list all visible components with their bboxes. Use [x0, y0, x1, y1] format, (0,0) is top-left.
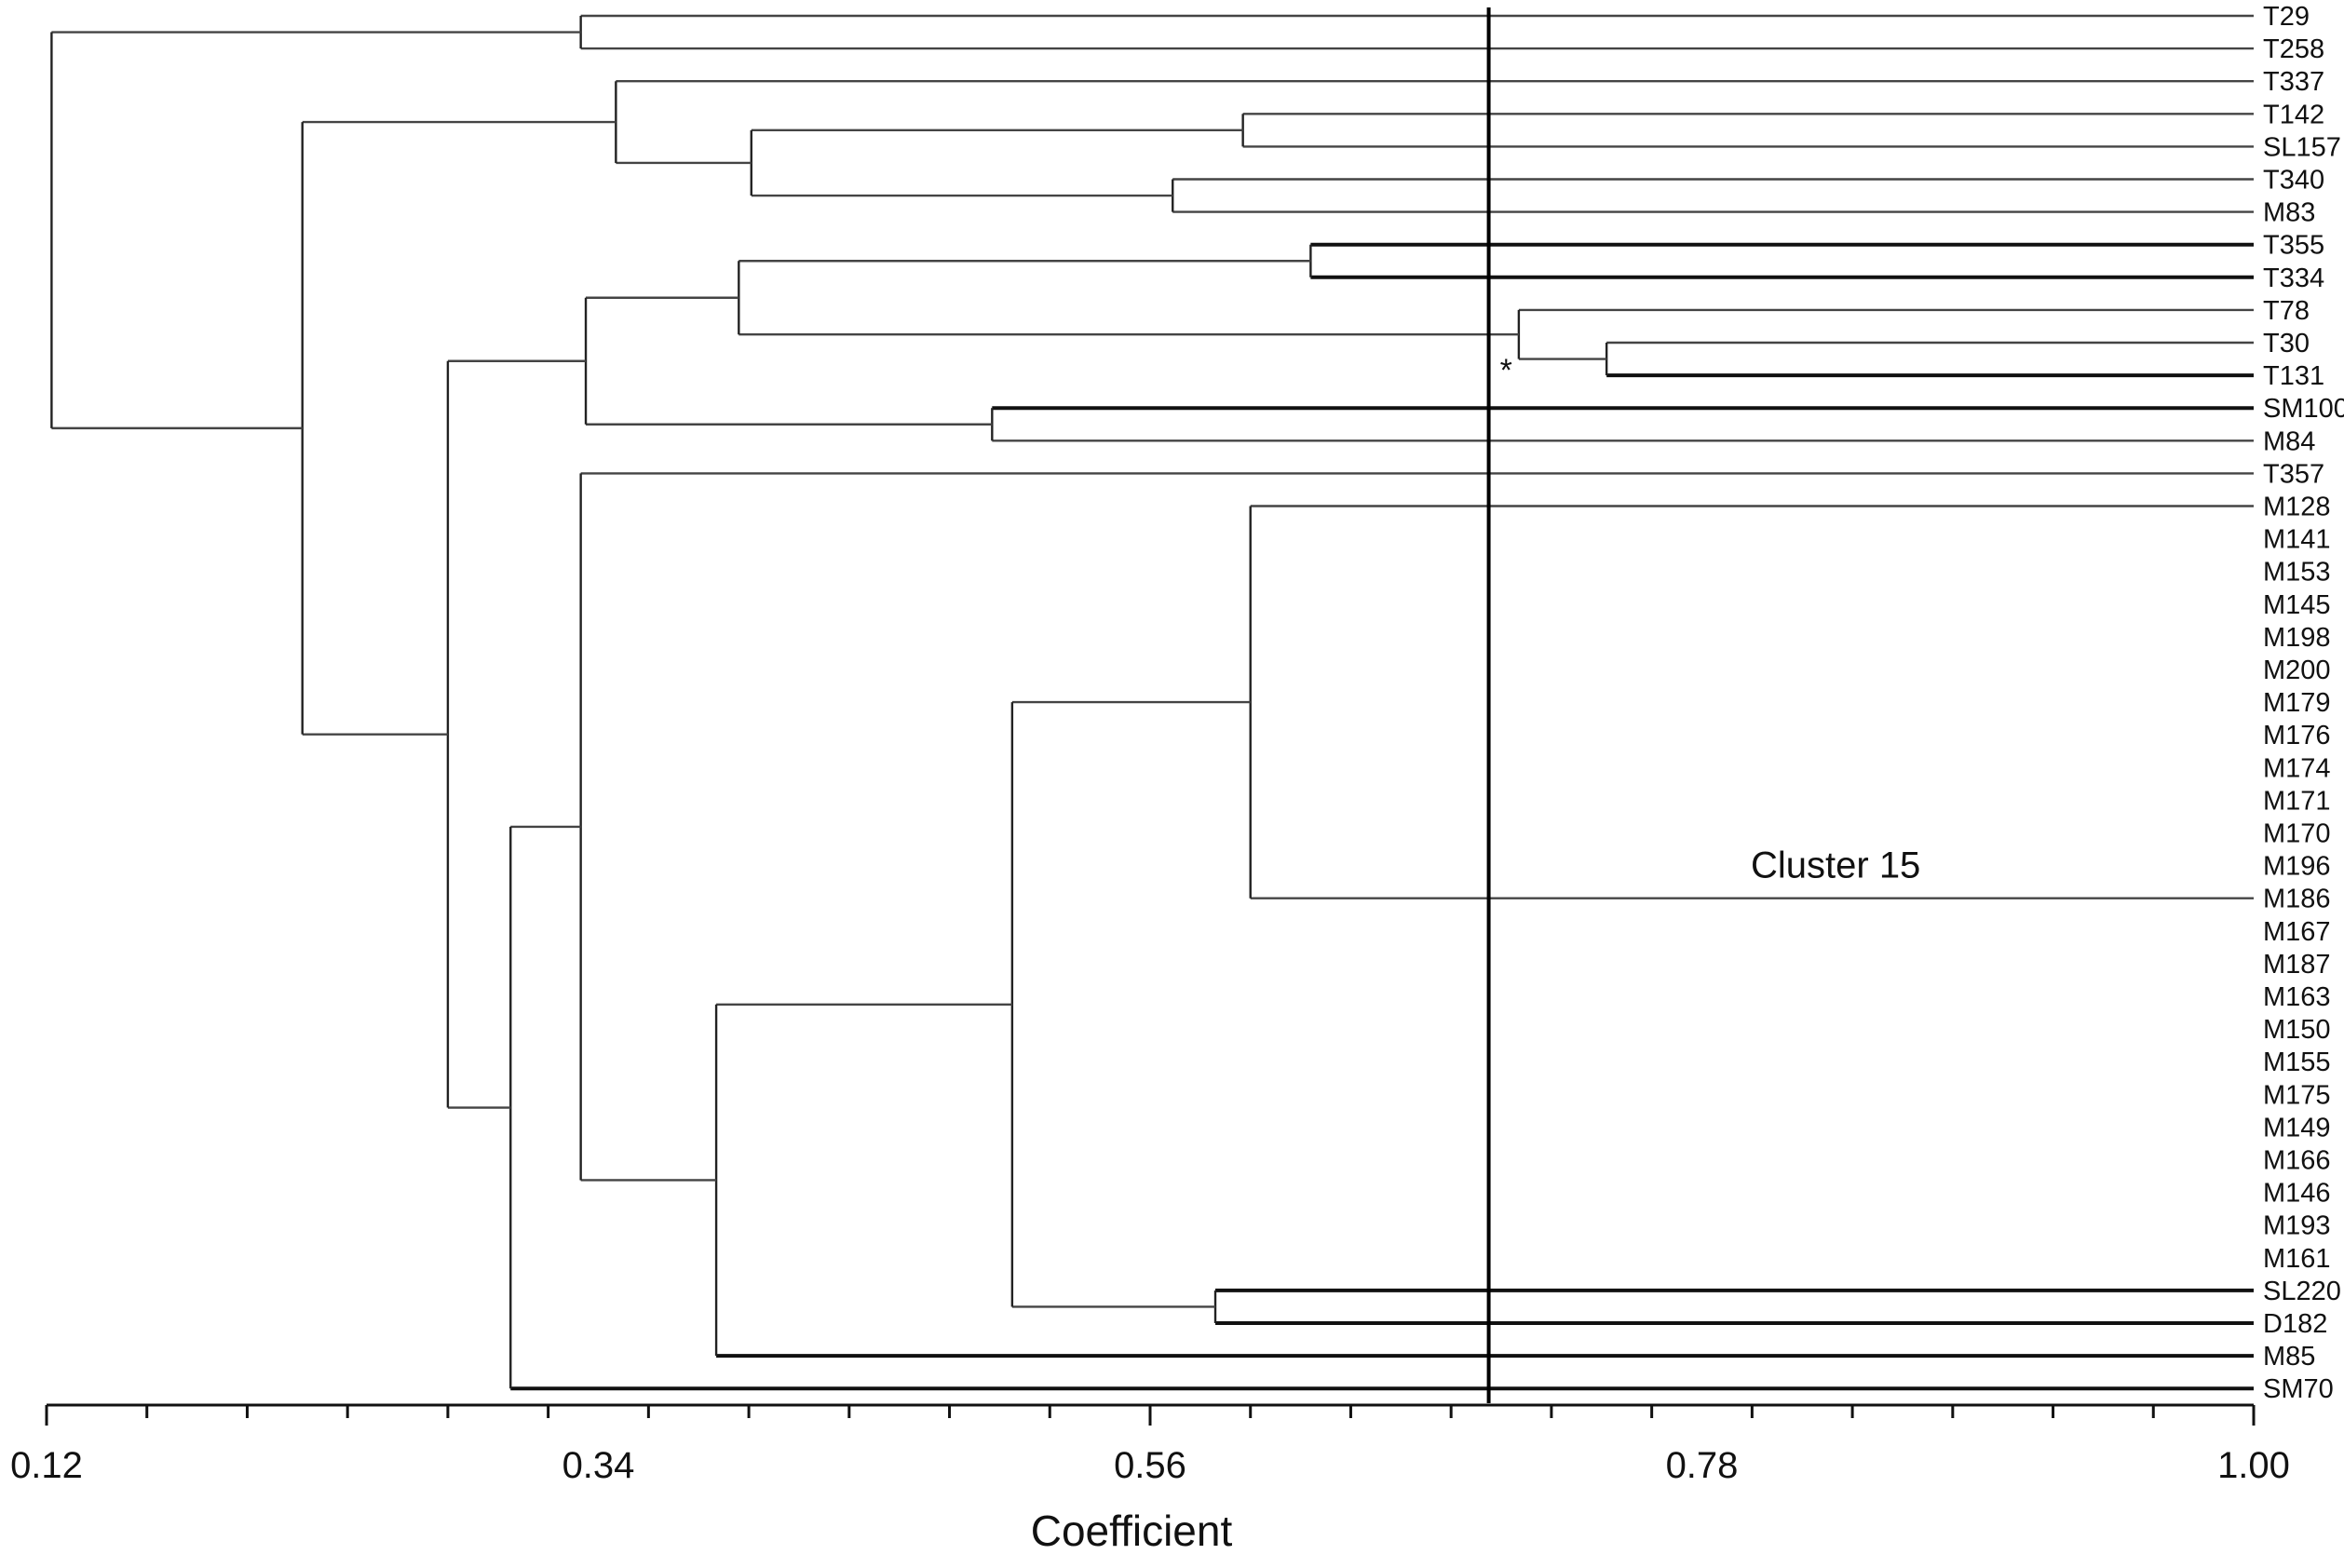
leaf-label-t131: T131: [2263, 361, 2324, 391]
leaf-label-t29: T29: [2263, 2, 2310, 32]
leaf-label-t355: T355: [2263, 231, 2324, 261]
leaf-label-m149: M149: [2263, 1113, 2331, 1142]
leaf-label-sm100: SM100: [2263, 394, 2344, 424]
leaf-label-t337: T337: [2263, 67, 2324, 97]
dendrogram-branches: [50, 14, 2254, 1391]
leaf-label-m193: M193: [2263, 1211, 2331, 1241]
leaf-label-t258: T258: [2263, 34, 2324, 64]
leaf-label-t334: T334: [2263, 264, 2324, 293]
leaf-label-m186: M186: [2263, 885, 2331, 914]
leaf-label-m145: M145: [2263, 590, 2331, 620]
tick-label: 0.12: [10, 1445, 83, 1486]
leaf-label-m85: M85: [2263, 1342, 2315, 1372]
leaf-label-m155: M155: [2263, 1048, 2331, 1077]
tick-label: 0.56: [1114, 1445, 1186, 1486]
leaf-label-m174: M174: [2263, 753, 2331, 783]
leaf-label-m150: M150: [2263, 1015, 2331, 1045]
leaf-label-m196: M196: [2263, 852, 2331, 882]
annotation-asterisk: *: [1500, 353, 1512, 388]
leaf-label-t142: T142: [2263, 100, 2324, 129]
leaf-label-m84: M84: [2263, 426, 2315, 456]
leaf-label-m128: M128: [2263, 493, 2331, 522]
x-axis: 0.12 0.34 0.56 0.78 1.00: [10, 1403, 2290, 1486]
leaf-label-m198: M198: [2263, 623, 2331, 653]
leaf-label-t30: T30: [2263, 329, 2310, 358]
leaf-label-m175: M175: [2263, 1080, 2331, 1110]
leaf-label-d182: D182: [2263, 1309, 2327, 1339]
leaf-label-m146: M146: [2263, 1179, 2331, 1209]
leaf-label-m163: M163: [2263, 982, 2331, 1012]
leaf-label-sl157: SL157: [2263, 132, 2341, 162]
leaf-label-m200: M200: [2263, 656, 2331, 685]
leaf-label-m187: M187: [2263, 950, 2331, 980]
leaf-label-m161: M161: [2263, 1244, 2331, 1274]
leaf-label-m171: M171: [2263, 786, 2331, 816]
tick-label: 0.34: [562, 1445, 635, 1486]
leaf-label-sm70: SM70: [2263, 1374, 2334, 1404]
tick-label: 0.78: [1666, 1445, 1739, 1486]
cluster-label: Cluster 15: [1751, 845, 1920, 886]
leaf-label-t340: T340: [2263, 166, 2324, 196]
tick-label: 1.00: [2217, 1445, 2290, 1486]
leaf-label-m170: M170: [2263, 819, 2331, 849]
leaf-label-sl220: SL220: [2263, 1277, 2341, 1306]
x-axis-title: Coefficient: [1031, 1507, 1233, 1555]
leaf-label-m166: M166: [2263, 1146, 2331, 1176]
leaf-label-t357: T357: [2263, 459, 2324, 489]
leaf-label-m141: M141: [2263, 525, 2331, 555]
leaf-label-m179: M179: [2263, 688, 2331, 718]
leaf-label-m167: M167: [2263, 917, 2331, 947]
leaf-label-m83: M83: [2263, 198, 2315, 228]
leaf-label-t78: T78: [2263, 296, 2310, 326]
leaf-label-m153: M153: [2263, 558, 2331, 588]
leaf-label-m176: M176: [2263, 721, 2331, 750]
